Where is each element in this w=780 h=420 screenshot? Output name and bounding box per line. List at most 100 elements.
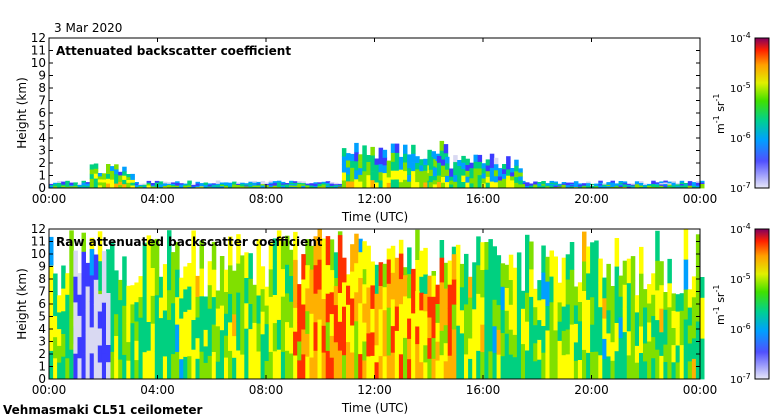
heatmap-cell — [659, 181, 664, 184]
heatmap-cell — [101, 185, 107, 189]
heatmap-cell — [691, 338, 697, 359]
heatmap-cell — [419, 176, 424, 183]
heatmap-cell — [521, 185, 526, 187]
heatmap-cell — [346, 160, 351, 168]
heatmap-cell — [521, 343, 526, 362]
heatmap-cell — [89, 173, 95, 179]
heatmap-cell — [510, 184, 515, 189]
heatmap-cell — [622, 260, 628, 285]
heatmap-cell — [647, 341, 652, 361]
heatmap-cell — [313, 321, 318, 351]
heatmap-cell — [97, 173, 103, 177]
heatmap-cell — [407, 181, 412, 189]
heatmap-cell — [162, 287, 168, 311]
heatmap-cell — [77, 273, 82, 295]
heatmap-cell — [675, 345, 681, 363]
heatmap-cell — [61, 310, 66, 334]
heatmap-cell — [492, 246, 497, 274]
heatmap-cell — [69, 289, 74, 320]
heatmap-cell — [492, 325, 497, 353]
heatmap-cell — [280, 323, 286, 352]
heatmap-cell — [61, 356, 66, 380]
heatmap-cell — [614, 350, 620, 380]
heatmap-cell — [457, 182, 462, 189]
heatmap-cell — [639, 181, 644, 183]
heatmap-cell — [432, 183, 438, 189]
y-tick-label: 6 — [38, 106, 46, 120]
heatmap-cell — [667, 182, 672, 185]
heatmap-cell — [272, 238, 278, 267]
heatmap-cell — [386, 355, 392, 380]
heatmap-cell — [618, 185, 624, 187]
heatmap-cell — [679, 183, 685, 186]
heatmap-cell — [309, 183, 314, 185]
heatmap-cell — [518, 168, 523, 173]
heatmap-cell — [663, 292, 668, 310]
heatmap-cell — [700, 180, 705, 183]
heatmap-cell — [342, 306, 347, 331]
heatmap-cell — [549, 250, 554, 277]
heatmap-cell — [577, 301, 583, 322]
heatmap-cell — [403, 144, 408, 154]
heatmap-cell — [354, 142, 359, 153]
heatmap-cell — [313, 236, 318, 266]
heatmap-cell — [647, 186, 652, 188]
heatmap-cell — [370, 285, 375, 309]
heatmap-cell — [485, 170, 491, 177]
heatmap-cell — [301, 329, 306, 355]
heatmap-cell — [390, 272, 396, 300]
heatmap-cell — [643, 183, 648, 185]
heatmap-cell — [453, 155, 458, 163]
heatmap-cell — [516, 328, 522, 355]
heatmap-cell — [598, 183, 603, 186]
heatmap-cell — [480, 242, 485, 270]
heatmap-cell — [358, 154, 363, 162]
heatmap-cell — [57, 185, 62, 187]
heatmap-cell — [455, 271, 461, 299]
heatmap-cell — [541, 352, 546, 380]
heatmap-cell — [687, 343, 693, 362]
heatmap-cell — [81, 180, 86, 183]
heatmap-cell — [489, 160, 495, 168]
heatmap-cell — [49, 322, 54, 351]
heatmap-cell — [435, 284, 440, 304]
heatmap-cell — [195, 317, 200, 339]
heatmap-cell — [236, 321, 241, 351]
heatmap-cell — [651, 186, 656, 189]
heatmap-cell — [81, 328, 86, 354]
heatmap-cell — [195, 337, 200, 359]
heatmap-cell — [236, 182, 241, 184]
heatmap-cell — [590, 297, 595, 325]
heatmap-cell — [232, 184, 237, 186]
heatmap-cell — [671, 344, 676, 363]
heatmap-cell — [126, 179, 131, 183]
heatmap-cell — [272, 181, 278, 183]
heatmap-cell — [502, 164, 507, 170]
heatmap-cell — [594, 183, 599, 185]
heatmap-cell — [126, 304, 131, 324]
heatmap-cell — [130, 285, 135, 305]
heatmap-cell — [256, 239, 261, 268]
heatmap-cell — [207, 183, 213, 185]
heatmap-cell — [293, 283, 298, 308]
heatmap-cell — [455, 352, 461, 380]
y-tick-label: 1 — [38, 360, 46, 374]
heatmap-cell — [415, 156, 420, 163]
heatmap-cell — [309, 357, 314, 380]
heatmap-cell — [537, 185, 542, 188]
heatmap-cell — [606, 286, 611, 311]
heatmap-cell — [366, 287, 371, 311]
heatmap-cell — [504, 264, 510, 288]
heatmap-cell — [643, 343, 648, 362]
heatmap-cell — [162, 264, 168, 288]
heatmap-cell — [639, 246, 644, 274]
heatmap-cell — [374, 164, 379, 171]
heatmap-cell — [451, 354, 457, 380]
heatmap-cell — [232, 270, 237, 293]
heatmap-cell — [317, 184, 322, 187]
heatmap-cell — [285, 350, 290, 380]
heatmap-cell — [374, 158, 379, 165]
heatmap-cell — [341, 156, 347, 165]
heatmap-cell — [565, 329, 571, 355]
heatmap-cell — [545, 184, 550, 186]
